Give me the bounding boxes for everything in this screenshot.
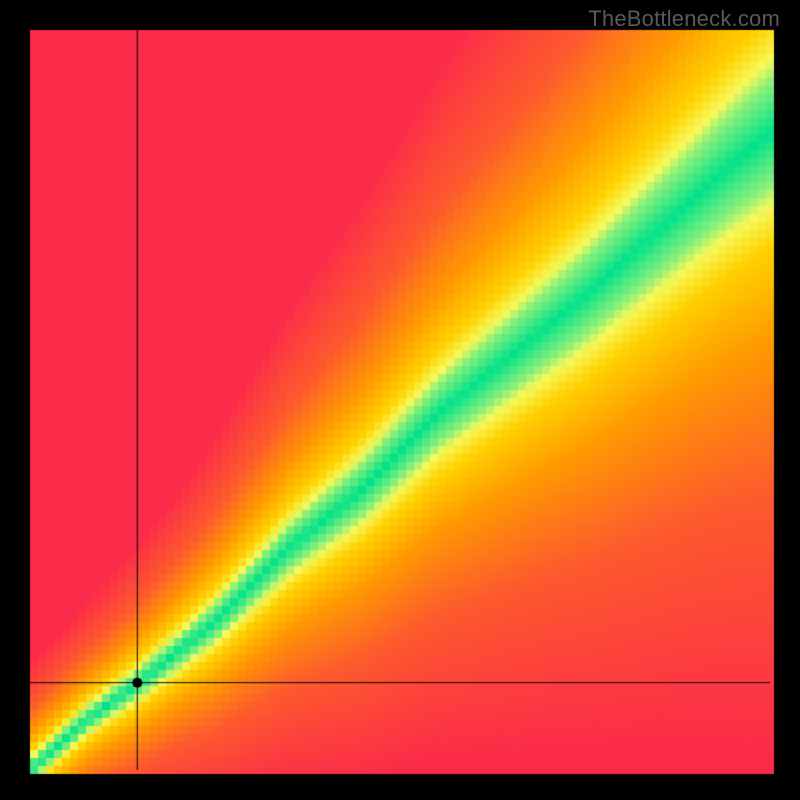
watermark-text: TheBottleneck.com — [588, 6, 780, 32]
bottleneck-heatmap — [0, 0, 800, 800]
